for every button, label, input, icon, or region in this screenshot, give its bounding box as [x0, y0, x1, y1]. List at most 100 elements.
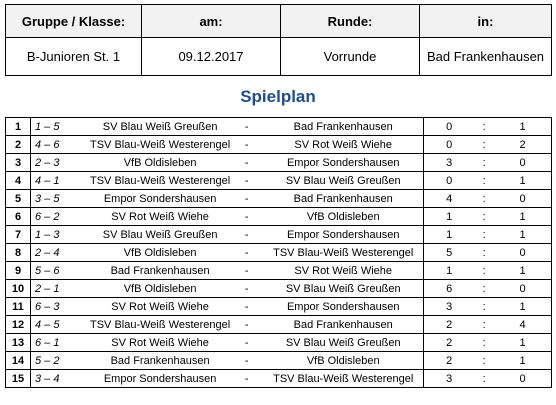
- match-number: 4: [5, 171, 31, 190]
- team-separator: -: [230, 333, 264, 352]
- away-score: 1: [494, 207, 553, 226]
- match-pairing: 2 – 3: [30, 153, 90, 172]
- score-separator: :: [474, 297, 495, 316]
- score-separator: :: [474, 207, 495, 226]
- home-team: TSV Blau-Weiß Westerengel: [90, 171, 231, 190]
- home-team: SV Rot Weiß Wiehe: [90, 333, 231, 352]
- match-row: 15 3 – 4 Empor Sondershausen - TSV Blau-Weiß…: [5, 369, 553, 388]
- home-score: 1: [423, 261, 475, 280]
- match-pairing: 6 – 3: [30, 297, 90, 316]
- home-team: VfB Oldisleben: [90, 243, 231, 262]
- away-score: 1: [494, 297, 553, 316]
- team-separator: -: [230, 243, 264, 262]
- match-number: 9: [5, 261, 31, 280]
- team-separator: -: [230, 351, 264, 370]
- match-number: 13: [5, 333, 31, 352]
- away-team: SV Rot Weiß Wiehe: [263, 261, 425, 280]
- away-team: VfB Oldisleben: [263, 351, 425, 370]
- home-score: 2: [423, 351, 475, 370]
- home-team: SV Rot Weiß Wiehe: [90, 297, 231, 316]
- match-pairing: 2 – 1: [30, 279, 90, 298]
- home-score: 4: [423, 189, 475, 208]
- match-pairing: 5 – 6: [30, 261, 90, 280]
- score-separator: :: [474, 171, 495, 190]
- match-number: 8: [5, 243, 31, 262]
- home-team: TSV Blau-Weiß Westerengel: [90, 315, 231, 334]
- match-pairing: 4 – 1: [30, 171, 90, 190]
- team-separator: -: [230, 207, 264, 226]
- match-row: 12 4 – 5 TSV Blau-Weiß Westerengel - Bad Fra…: [5, 315, 553, 334]
- team-separator: -: [230, 369, 264, 388]
- away-team: TSV Blau-Weiß Westerengel: [263, 243, 425, 262]
- match-number: 3: [5, 153, 31, 172]
- match-pairing: 4 – 5: [30, 315, 90, 334]
- away-score: 4: [494, 315, 553, 334]
- score-separator: :: [474, 261, 495, 280]
- home-team: VfB Oldisleben: [90, 279, 231, 298]
- away-team: Bad Frankenhausen: [263, 315, 425, 334]
- match-number: 11: [5, 297, 31, 316]
- home-team: VfB Oldisleben: [90, 153, 231, 172]
- away-score: 0: [494, 189, 553, 208]
- home-team: SV Blau Weiß Greußen: [90, 117, 231, 136]
- home-score: 6: [423, 279, 475, 298]
- match-pairing: 6 – 1: [30, 333, 90, 352]
- home-score: 0: [423, 171, 475, 190]
- match-pairing: 5 – 2: [30, 351, 90, 370]
- away-score: 0: [494, 153, 553, 172]
- home-score: 3: [423, 153, 475, 172]
- score-separator: :: [474, 153, 495, 172]
- away-team: SV Blau Weiß Greußen: [263, 171, 425, 190]
- team-separator: -: [230, 171, 264, 190]
- match-number: 15: [5, 369, 31, 388]
- away-score: 0: [494, 243, 553, 262]
- match-row: 14 5 – 2 Bad Frankenhausen - VfB Oldisleben 2…: [5, 351, 553, 370]
- score-separator: :: [474, 279, 495, 298]
- away-score: 1: [494, 261, 553, 280]
- score-separator: :: [474, 315, 495, 334]
- match-number: 6: [5, 207, 31, 226]
- match-pairing: 3 – 4: [30, 369, 90, 388]
- match-row: 13 6 – 1 SV Rot Weiß Wiehe - SV Blau Weiß Gr…: [5, 333, 553, 352]
- header-labels-row: Gruppe / Klasse: am: Runde: in:: [5, 4, 552, 38]
- match-number: 12: [5, 315, 31, 334]
- location-value: Bad Frankenhausen: [419, 37, 552, 76]
- home-team: TSV Blau-Weiß Westerengel: [90, 135, 231, 154]
- home-team: Empor Sondershausen: [90, 369, 231, 388]
- home-score: 2: [423, 333, 475, 352]
- group-class-value: B-Junioren St. 1: [5, 37, 142, 76]
- team-separator: -: [230, 297, 264, 316]
- home-team: Bad Frankenhausen: [90, 351, 231, 370]
- away-score: 0: [494, 369, 553, 388]
- match-number: 5: [5, 189, 31, 208]
- away-team: SV Blau Weiß Greußen: [263, 279, 425, 298]
- away-team: TSV Blau-Weiß Westerengel: [263, 369, 425, 388]
- away-score: 1: [494, 225, 553, 244]
- home-score: 5: [423, 243, 475, 262]
- away-score: 1: [494, 351, 553, 370]
- away-team: VfB Oldisleben: [263, 207, 425, 226]
- home-score: 1: [423, 225, 475, 244]
- round-label: Runde:: [280, 4, 420, 38]
- home-score: 1: [423, 207, 475, 226]
- header-table: Gruppe / Klasse: am: Runde: in: B-Junior…: [5, 4, 552, 76]
- match-number: 7: [5, 225, 31, 244]
- header-values-row: B-Junioren St. 1 09.12.2017 Vorrunde Bad…: [5, 37, 552, 76]
- home-score: 3: [423, 297, 475, 316]
- team-separator: -: [230, 135, 264, 154]
- away-score: 2: [494, 135, 553, 154]
- match-row: 10 2 – 1 VfB Oldisleben - SV Blau Weiß Greuß…: [5, 279, 553, 298]
- home-score: 3: [423, 369, 475, 388]
- score-separator: :: [474, 369, 495, 388]
- match-pairing: 6 – 2: [30, 207, 90, 226]
- score-separator: :: [474, 243, 495, 262]
- group-class-label: Gruppe / Klasse:: [5, 4, 142, 38]
